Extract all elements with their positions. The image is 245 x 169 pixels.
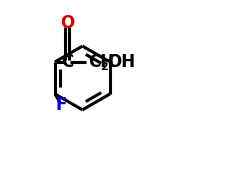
Text: O: O	[60, 14, 74, 32]
Text: CH: CH	[88, 53, 114, 71]
Text: C: C	[61, 53, 73, 71]
Text: 2: 2	[100, 62, 108, 72]
Text: OH: OH	[107, 53, 135, 71]
Text: F: F	[56, 96, 67, 114]
